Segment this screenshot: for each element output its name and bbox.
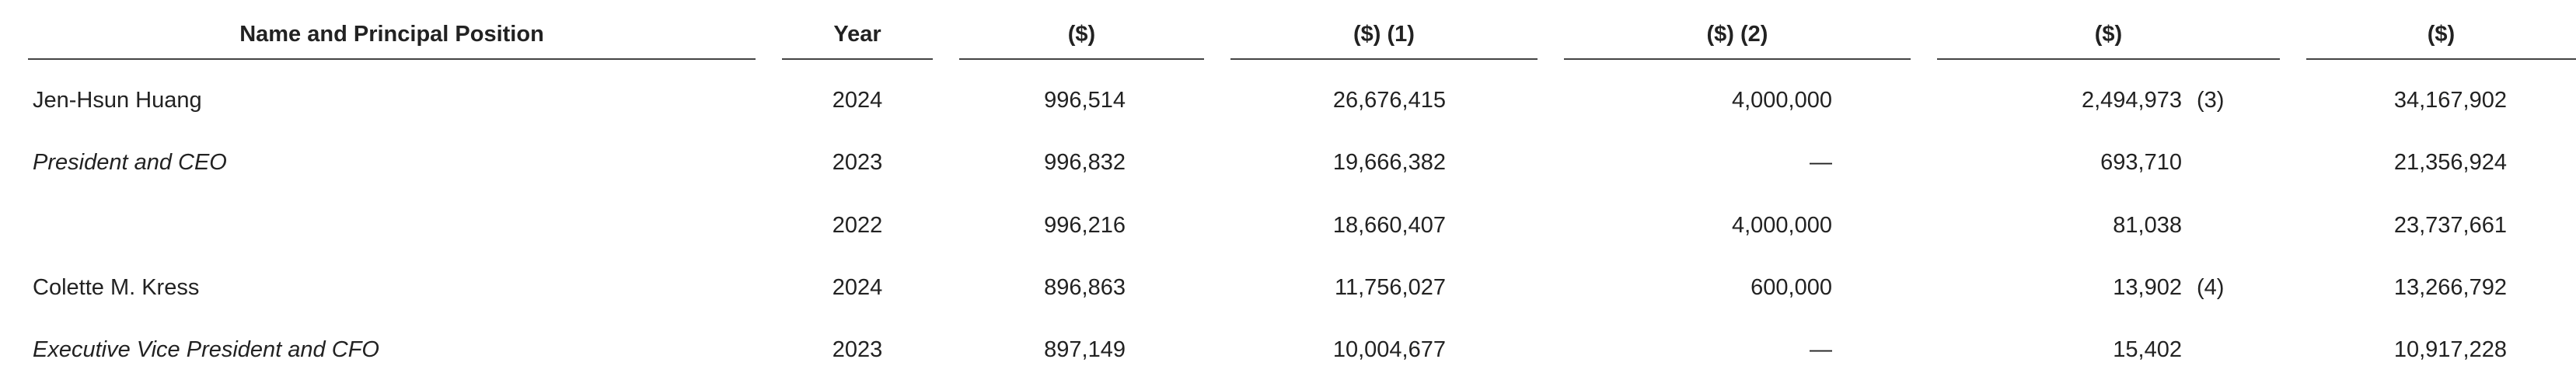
value: 13,266,792 xyxy=(2393,275,2507,300)
header-rule xyxy=(782,58,933,60)
year: 2023 xyxy=(832,337,883,362)
value: — xyxy=(1810,337,1832,362)
value: 10,917,228 xyxy=(2393,337,2507,362)
year: 2024 xyxy=(832,88,883,113)
value: 13,902 xyxy=(2113,275,2182,300)
value: 4,000,000 xyxy=(1731,213,1832,238)
value: 10,004,677 xyxy=(1332,337,1446,362)
year: 2023 xyxy=(832,150,883,175)
value: 11,756,027 xyxy=(1335,275,1446,300)
value: 600,000 xyxy=(1750,275,1832,300)
header-rule xyxy=(1564,58,1911,60)
value: 996,514 xyxy=(1044,88,1126,113)
header-cell: Year xyxy=(833,22,881,47)
value: 4,000,000 xyxy=(1731,88,1832,113)
value: — xyxy=(1810,150,1832,175)
row-label: Jen-Hsun Huang xyxy=(33,88,202,113)
footnote-ref: (4) xyxy=(2197,275,2225,300)
header-cell: ($) (1) xyxy=(1353,22,1415,47)
value: 19,666,382 xyxy=(1332,150,1446,175)
year: 2024 xyxy=(832,275,883,300)
header-rule xyxy=(1230,58,1538,60)
value: 34,167,902 xyxy=(2393,88,2507,113)
row-label: Executive Vice President and CFO xyxy=(33,337,379,362)
header-cell: ($) (2) xyxy=(1706,22,1768,47)
value: 21,356,924 xyxy=(2393,150,2507,175)
value: 15,402 xyxy=(2113,337,2182,362)
header-cell: ($) xyxy=(2427,22,2456,47)
year: 2022 xyxy=(832,213,883,238)
value: 2,494,973 xyxy=(2081,88,2182,113)
value: 996,832 xyxy=(1044,150,1126,175)
header-rule xyxy=(959,58,1204,60)
header-rule xyxy=(2306,58,2576,60)
header-rule xyxy=(28,58,756,60)
value: 897,149 xyxy=(1044,337,1126,362)
row-label: President and CEO xyxy=(33,150,227,175)
header-cell: Name and Principal Position xyxy=(239,22,544,47)
value: 896,863 xyxy=(1044,275,1126,300)
header-rule xyxy=(1937,58,2280,60)
value: 26,676,415 xyxy=(1332,88,1446,113)
header-cell: ($) xyxy=(2094,22,2123,47)
value: 996,216 xyxy=(1044,213,1126,238)
value: 18,660,407 xyxy=(1332,213,1446,238)
footnote-ref: (3) xyxy=(2197,88,2225,113)
value: 81,038 xyxy=(2113,213,2182,238)
row-label: Colette M. Kress xyxy=(33,275,200,300)
header-cell: ($) xyxy=(1067,22,1096,47)
value: 23,737,661 xyxy=(2393,213,2507,238)
value: 693,710 xyxy=(2100,150,2182,175)
